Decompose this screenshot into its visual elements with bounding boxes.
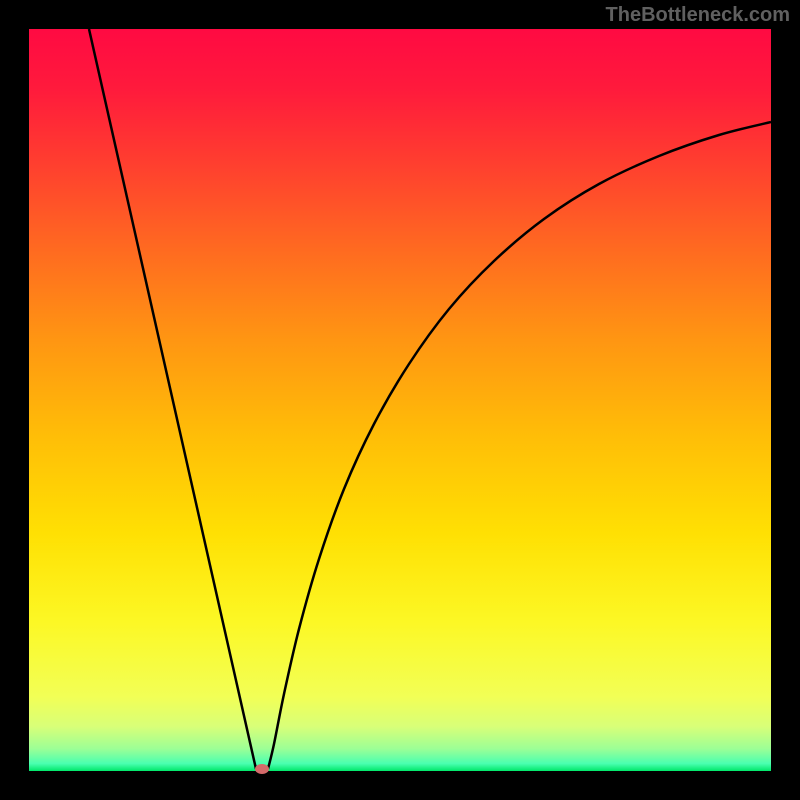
watermark-text: TheBottleneck.com	[606, 4, 790, 27]
curve-layer	[29, 29, 771, 771]
curve-left-segment	[89, 29, 256, 769]
plot-area	[29, 29, 771, 771]
minimum-marker	[255, 764, 269, 774]
curve-right-segment	[268, 122, 771, 769]
